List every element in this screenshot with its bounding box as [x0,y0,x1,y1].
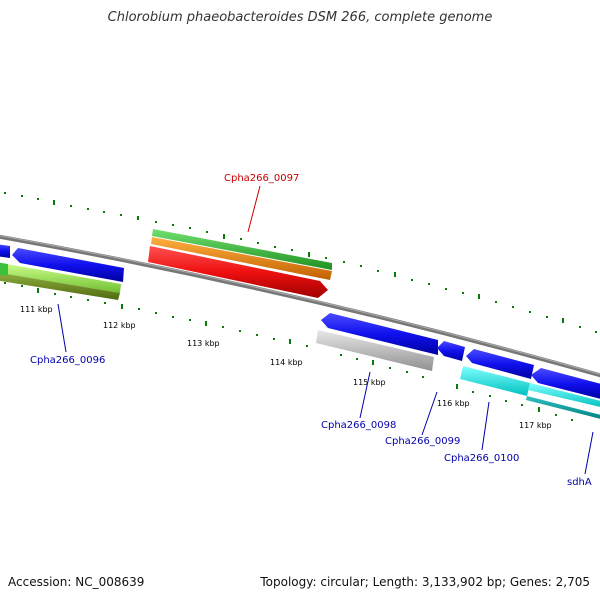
gene-cpha266-0100-arrow [466,349,534,379]
kbp-label-112: 112 kbp [103,321,136,330]
plus-strand-features [0,229,332,300]
gene-cpha266-0097-arrow [148,246,328,298]
gene-green-bar [152,229,332,270]
minus-strand-features [316,313,600,419]
inner-tick-row [4,282,573,421]
gene-labels: Cpha266_0097 Cpha266_0096 Cpha266_0098 C… [30,173,594,488]
kbp-label-111: 111 kbp [20,305,53,314]
genome-backbone [0,234,600,378]
topology-text: Topology: circular; Length: 3,133,902 bp… [260,575,590,589]
gene-orange-bar [151,237,332,280]
gene-label-cpha266-0099: Cpha266_0099 [385,436,460,447]
gene-cyan-bar [460,366,530,396]
outer-tick-row [4,192,597,333]
gene-label-cpha266-0097: Cpha266_0097 [224,173,299,184]
kbp-label-115: 115 kbp [353,378,386,387]
gene-label-cpha266-0098: Cpha266_0098 [321,420,396,431]
kbp-scale: 111 kbp 112 kbp 113 kbp 114 kbp 115 kbp … [20,305,552,430]
gene-sdha-arrow [531,368,600,399]
gene-left-green-stub [0,262,8,276]
gene-teal-bar [526,396,600,419]
kbp-label-116: 116 kbp [437,399,470,408]
gene-cyan-bar-right [528,383,600,407]
gene-left-blue-arrow-a [0,244,10,258]
gene-gray-bar [316,330,434,371]
gene-label-cpha266-0100: Cpha266_0100 [444,453,519,464]
accession-text: Accession: NC_008639 [8,575,145,589]
gene-left-olive-bar [0,272,120,300]
kbp-label-117: 117 kbp [519,421,552,430]
gene-cpha266-0099-arrow [437,341,465,361]
gene-left-blue-arrow-b [12,248,124,282]
gene-left-lightgreen-bar [0,262,121,293]
gene-cpha266-0098-arrow [321,313,438,355]
map-title: Chlorobium phaeobacteroides DSM 266, com… [107,10,493,25]
gene-label-cpha266-0096: Cpha266_0096 [30,355,105,366]
gene-label-sdha: sdhA [567,477,592,488]
kbp-label-114: 114 kbp [270,358,303,367]
kbp-label-113: 113 kbp [187,339,220,348]
